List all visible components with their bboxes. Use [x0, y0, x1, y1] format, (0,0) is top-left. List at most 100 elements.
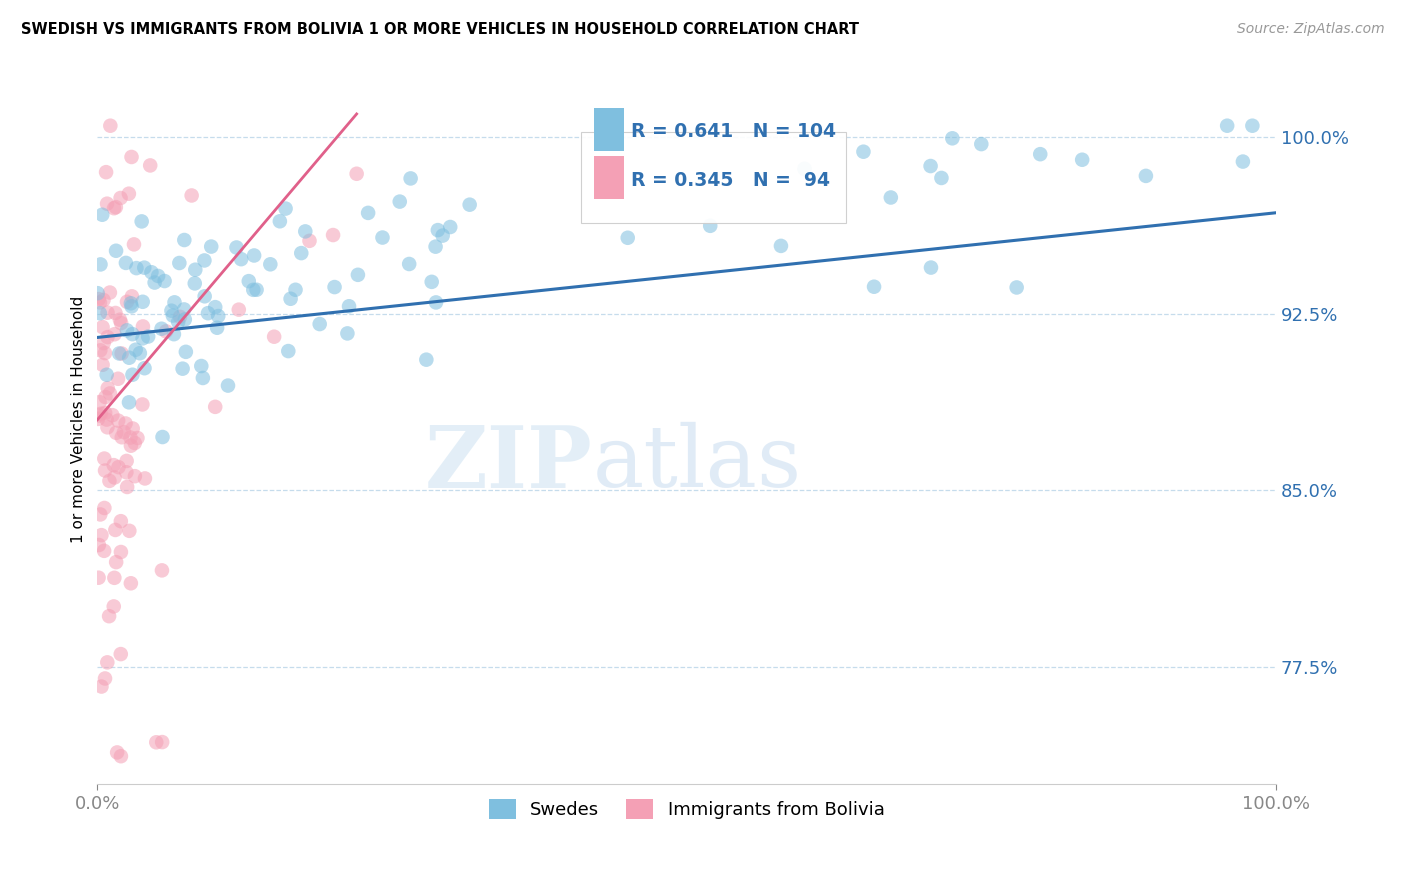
Point [169, 310, 191, 324]
Point [107, 460, 129, 475]
Point [769, 239, 792, 253]
Point [699, 219, 721, 233]
Point [420, 275, 443, 289]
Point [98, 119, 121, 133]
Point [110, 647, 132, 661]
Point [184, 262, 207, 277]
Point [263, 329, 285, 343]
Point [124, 469, 146, 483]
Point [118, 351, 141, 365]
Point [274, 202, 297, 216]
Point [231, 252, 253, 267]
Point [1135, 169, 1157, 183]
Point [87, 538, 110, 552]
Point [110, 316, 132, 330]
Point [94, 463, 117, 477]
Point [280, 292, 302, 306]
Point [173, 233, 195, 247]
Point [294, 224, 316, 238]
Point [131, 214, 153, 228]
Point [207, 309, 229, 323]
Point [103, 458, 125, 472]
Point [920, 260, 942, 275]
Point [105, 244, 128, 258]
Point [125, 261, 148, 276]
Point [121, 299, 143, 313]
Point [98, 386, 121, 401]
Point [110, 514, 132, 528]
Point [432, 228, 454, 243]
Point [94, 672, 117, 686]
Point [415, 352, 437, 367]
Point [86, 286, 108, 301]
Point [136, 329, 159, 343]
Point [141, 265, 163, 279]
Point [118, 186, 141, 201]
Point [104, 470, 127, 484]
Point [245, 283, 267, 297]
Point [143, 276, 166, 290]
Point [110, 545, 132, 559]
Point [96, 412, 118, 426]
Text: SWEDISH VS IMMIGRANTS FROM BOLIVIA 1 OR MORE VEHICLES IN HOUSEHOLD CORRELATION C: SWEDISH VS IMMIGRANTS FROM BOLIVIA 1 OR … [21, 22, 859, 37]
Point [115, 294, 138, 309]
Point [87, 412, 110, 426]
Point [941, 131, 963, 145]
Point [228, 302, 250, 317]
Point [112, 425, 135, 439]
Point [347, 268, 370, 282]
Point [122, 237, 145, 252]
Point [87, 571, 110, 585]
Point [121, 327, 143, 342]
Point [89, 508, 111, 522]
Point [96, 306, 118, 320]
Point [398, 257, 420, 271]
Point [98, 474, 121, 488]
Point [128, 346, 150, 360]
Point [89, 295, 111, 310]
Text: R = 0.641   N = 104: R = 0.641 N = 104 [631, 122, 837, 141]
Point [931, 171, 953, 186]
Point [91, 208, 114, 222]
Point [439, 219, 461, 234]
Point [458, 197, 481, 211]
Point [1029, 147, 1052, 161]
Point [89, 343, 111, 358]
Point [191, 371, 214, 385]
Point [259, 257, 281, 271]
Point [131, 397, 153, 411]
Point [174, 344, 197, 359]
Point [96, 330, 118, 344]
Legend: Swedes, Immigrants from Bolivia: Swedes, Immigrants from Bolivia [481, 792, 891, 827]
Point [110, 191, 132, 205]
Point [111, 346, 134, 360]
Y-axis label: 1 or more Vehicles in Household: 1 or more Vehicles in Household [72, 296, 86, 543]
Point [298, 234, 321, 248]
Point [96, 196, 118, 211]
Point [388, 194, 411, 209]
Point [162, 309, 184, 323]
Point [205, 320, 228, 334]
Point [111, 430, 134, 444]
Point [371, 230, 394, 244]
Point [243, 248, 266, 262]
Point [163, 327, 186, 342]
Point [163, 295, 186, 310]
Point [115, 465, 138, 479]
Point [118, 524, 141, 538]
Point [104, 523, 127, 537]
Point [93, 451, 115, 466]
Point [150, 735, 173, 749]
Point [125, 343, 148, 357]
Point [169, 256, 191, 270]
Point [118, 395, 141, 409]
Text: atlas: atlas [592, 422, 801, 505]
Point [105, 746, 128, 760]
Point [103, 599, 125, 614]
Point [105, 555, 128, 569]
Point [150, 322, 173, 336]
Point [180, 188, 202, 202]
Point [134, 260, 156, 275]
Point [204, 300, 226, 314]
Point [103, 327, 125, 342]
